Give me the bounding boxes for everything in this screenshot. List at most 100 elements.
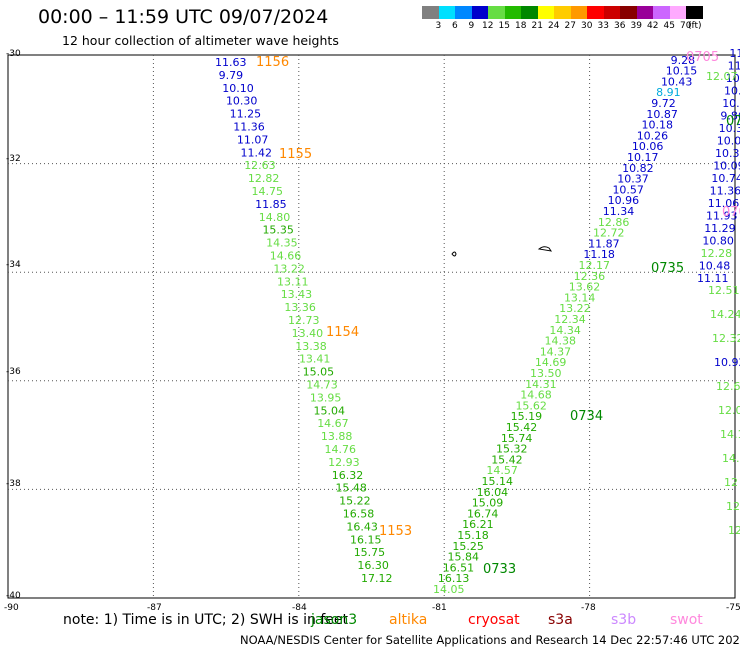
track-west-value: 15.35 (262, 224, 294, 237)
track-east2-value: 11.90 (728, 60, 740, 73)
satellite-label: s3a (548, 612, 573, 628)
track-east-value: 12.72 (593, 227, 625, 240)
track-far-east-value: 10.92 (714, 356, 740, 369)
track-far-east-value: 14.1 (720, 428, 740, 441)
time-label: 1153 (379, 524, 412, 539)
track-east2-value: 10.80 (702, 235, 734, 248)
track-east2-value: 11.36 (710, 185, 740, 198)
track-east2-value: 11.11 (697, 272, 729, 285)
track-east-value: 14.57 (486, 464, 517, 477)
track-east-value: 9.72 (651, 97, 676, 110)
credit-text: NOAA/NESDIS Center for Satellite Applica… (240, 633, 740, 647)
track-far-east-value: 12.51 (708, 284, 740, 297)
track-west-value: 13.11 (277, 275, 309, 288)
legend-unit: (ft) (688, 21, 702, 31)
track-east-value: 13.14 (564, 291, 596, 304)
lon-tick-label: -78 (581, 603, 596, 613)
track-west-value: 14.35 (266, 237, 298, 250)
track-east2-value: 10.31 (719, 122, 740, 135)
track-east2-value: 12.28 (701, 247, 733, 260)
time-label: 07 (726, 114, 740, 129)
track-east2-value: 11.3 (729, 47, 740, 60)
legend-swatch (653, 6, 670, 19)
track-east-value: 10.87 (646, 108, 678, 121)
legend-label: 12 (482, 21, 494, 31)
legend-label: 9 (468, 21, 475, 31)
legend-swatch (438, 6, 455, 19)
legend-swatch (471, 6, 488, 19)
track-east-value: 10.43 (661, 75, 693, 88)
lon-tick-label: -81 (432, 603, 447, 613)
track-west-value: 13.22 (273, 262, 305, 275)
legend-swatch (587, 6, 604, 19)
track-east2-value: 10.74 (711, 172, 740, 185)
lat-tick-label: -38 (6, 479, 21, 489)
track-far-east-value: 12 (726, 500, 740, 513)
track-west-value: 16.15 (350, 533, 382, 546)
island-shape (451, 251, 457, 257)
track-east-value: 14.68 (520, 389, 552, 402)
map-title: 00:00 – 11:59 UTC 09/07/2024 (38, 6, 329, 28)
time-label: 0734 (570, 409, 603, 424)
track-east-value: 11.87 (588, 237, 620, 250)
track-east-value: 11.18 (583, 248, 615, 261)
track-east-value: 15.74 (501, 432, 533, 445)
track-east-value: 12.34 (554, 313, 586, 326)
track-west-value: 15.75 (354, 546, 386, 559)
legend-label: 21 (531, 21, 543, 31)
track-east-value: 11.34 (603, 205, 635, 218)
track-west-value: 15.05 (303, 366, 335, 379)
track-east-value: 14.05 (433, 583, 465, 596)
legend-label: 6 (452, 21, 458, 31)
lon-tick-label: -75 (726, 603, 740, 613)
island-shape (537, 246, 553, 252)
track-west-value: 14.66 (270, 250, 302, 263)
track-west-value: 13.36 (284, 301, 316, 314)
map-frame (7, 54, 736, 599)
satellite-label: s3b (611, 612, 637, 628)
track-far-east-value: 12.32 (712, 332, 740, 345)
track-east-value: 14.38 (545, 335, 577, 348)
track-east2-value: 10.57 (724, 85, 740, 98)
track-far-east-value: 12.07 (706, 70, 738, 83)
track-east-value: 16.21 (462, 518, 494, 531)
track-west-value: 14.75 (252, 185, 284, 198)
track-east-value: 10.96 (608, 194, 640, 207)
legend-swatch (669, 6, 686, 19)
track-far-east-value: 14.0 (722, 452, 740, 465)
legend-swatch (554, 6, 571, 19)
track-west-value: 14.67 (317, 417, 349, 430)
legend-swatch (636, 6, 653, 19)
track-west-value: 14.76 (325, 443, 357, 456)
track-east-value: 15.25 (452, 540, 484, 553)
legend-label: 36 (614, 21, 626, 31)
legend-label: 27 (564, 21, 576, 31)
legend-swatch (521, 6, 538, 19)
track-west-value: 14.73 (306, 379, 338, 392)
track-east-value: 14.37 (540, 345, 572, 358)
legend-swatch (570, 6, 587, 19)
satellite-label: cryosat (468, 612, 520, 628)
track-west-value: 16.30 (357, 559, 389, 572)
legend-swatch (455, 6, 472, 19)
track-west-value: 12.63 (244, 159, 276, 172)
lat-tick-label: -30 (6, 49, 21, 59)
track-east2-value: 10.05 (717, 135, 740, 148)
time-label: 1156 (256, 55, 289, 70)
legend-label: 3 (435, 21, 442, 31)
track-east-value: 10.15 (666, 65, 698, 78)
track-east2-value: 10.53 (726, 72, 740, 85)
lat-tick-label: -40 (6, 591, 21, 601)
track-west-value: 13.95 (310, 391, 342, 404)
track-west-value: 15.48 (335, 482, 367, 495)
track-east-value: 8.91 (656, 86, 681, 99)
track-east-value: 15.19 (511, 410, 542, 423)
track-far-east-value: 12 (728, 524, 740, 537)
track-east-value: 16.13 (438, 572, 470, 585)
track-west-value: 13.38 (295, 340, 327, 353)
legend-swatch (488, 6, 505, 19)
track-east-value: 15.42 (491, 453, 523, 466)
lon-tick-label: -87 (147, 603, 162, 613)
map-subtitle: 12 hour collection of altimeter wave hei… (62, 33, 339, 48)
track-west-value: 13.41 (299, 353, 331, 366)
